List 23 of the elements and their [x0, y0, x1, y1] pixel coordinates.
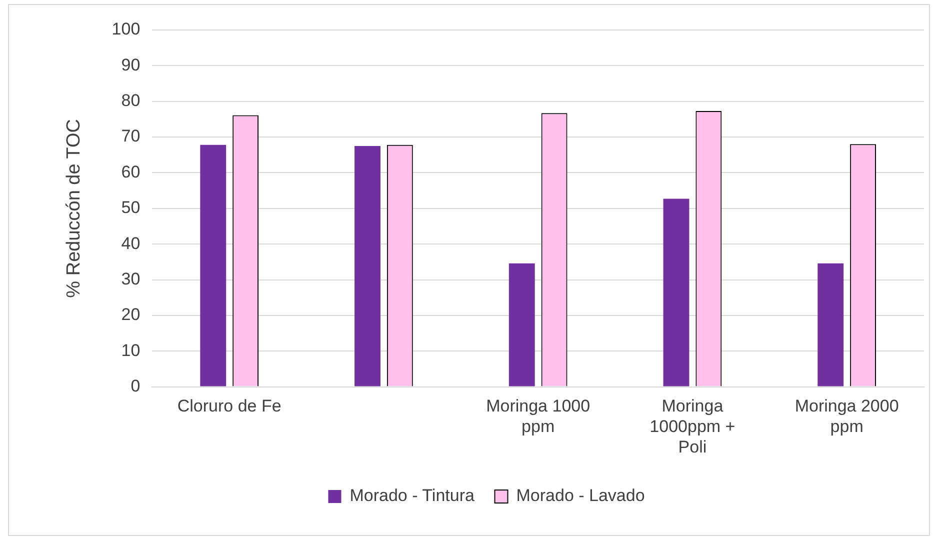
y-tick-label: 30: [121, 269, 140, 288]
bar: [354, 146, 380, 386]
bar: [508, 263, 535, 386]
x-tick-label: Moringa 1000 ppm: [486, 396, 590, 436]
y-tick-label: 40: [121, 234, 140, 253]
x-tick-label: Moringa 2000 ppm: [794, 396, 899, 436]
x-tick-label: Cloruro de Fe: [177, 396, 282, 416]
y-tick-label: 50: [121, 198, 140, 218]
y-tick-label: 0: [130, 376, 140, 396]
bar: [818, 263, 844, 386]
y-tick-label: 10: [121, 340, 140, 360]
bar: [663, 198, 690, 386]
y-tick-label: 90: [121, 55, 140, 74]
legend-label: Morado - Tintura: [350, 486, 475, 506]
y-tick-label: 100: [112, 20, 140, 39]
y-tick-label: 20: [121, 305, 140, 324]
x-tick-label: Moringa 1000ppm + Poli: [650, 396, 736, 456]
bar: [200, 144, 226, 386]
y-tick-label: 80: [121, 91, 140, 110]
y-axis-title: % Reduccón de TOC: [64, 118, 85, 298]
legend-label: Morado - Lavado: [516, 486, 645, 506]
y-tick-label: 70: [121, 126, 140, 146]
y-tick-label: 60: [121, 162, 140, 182]
